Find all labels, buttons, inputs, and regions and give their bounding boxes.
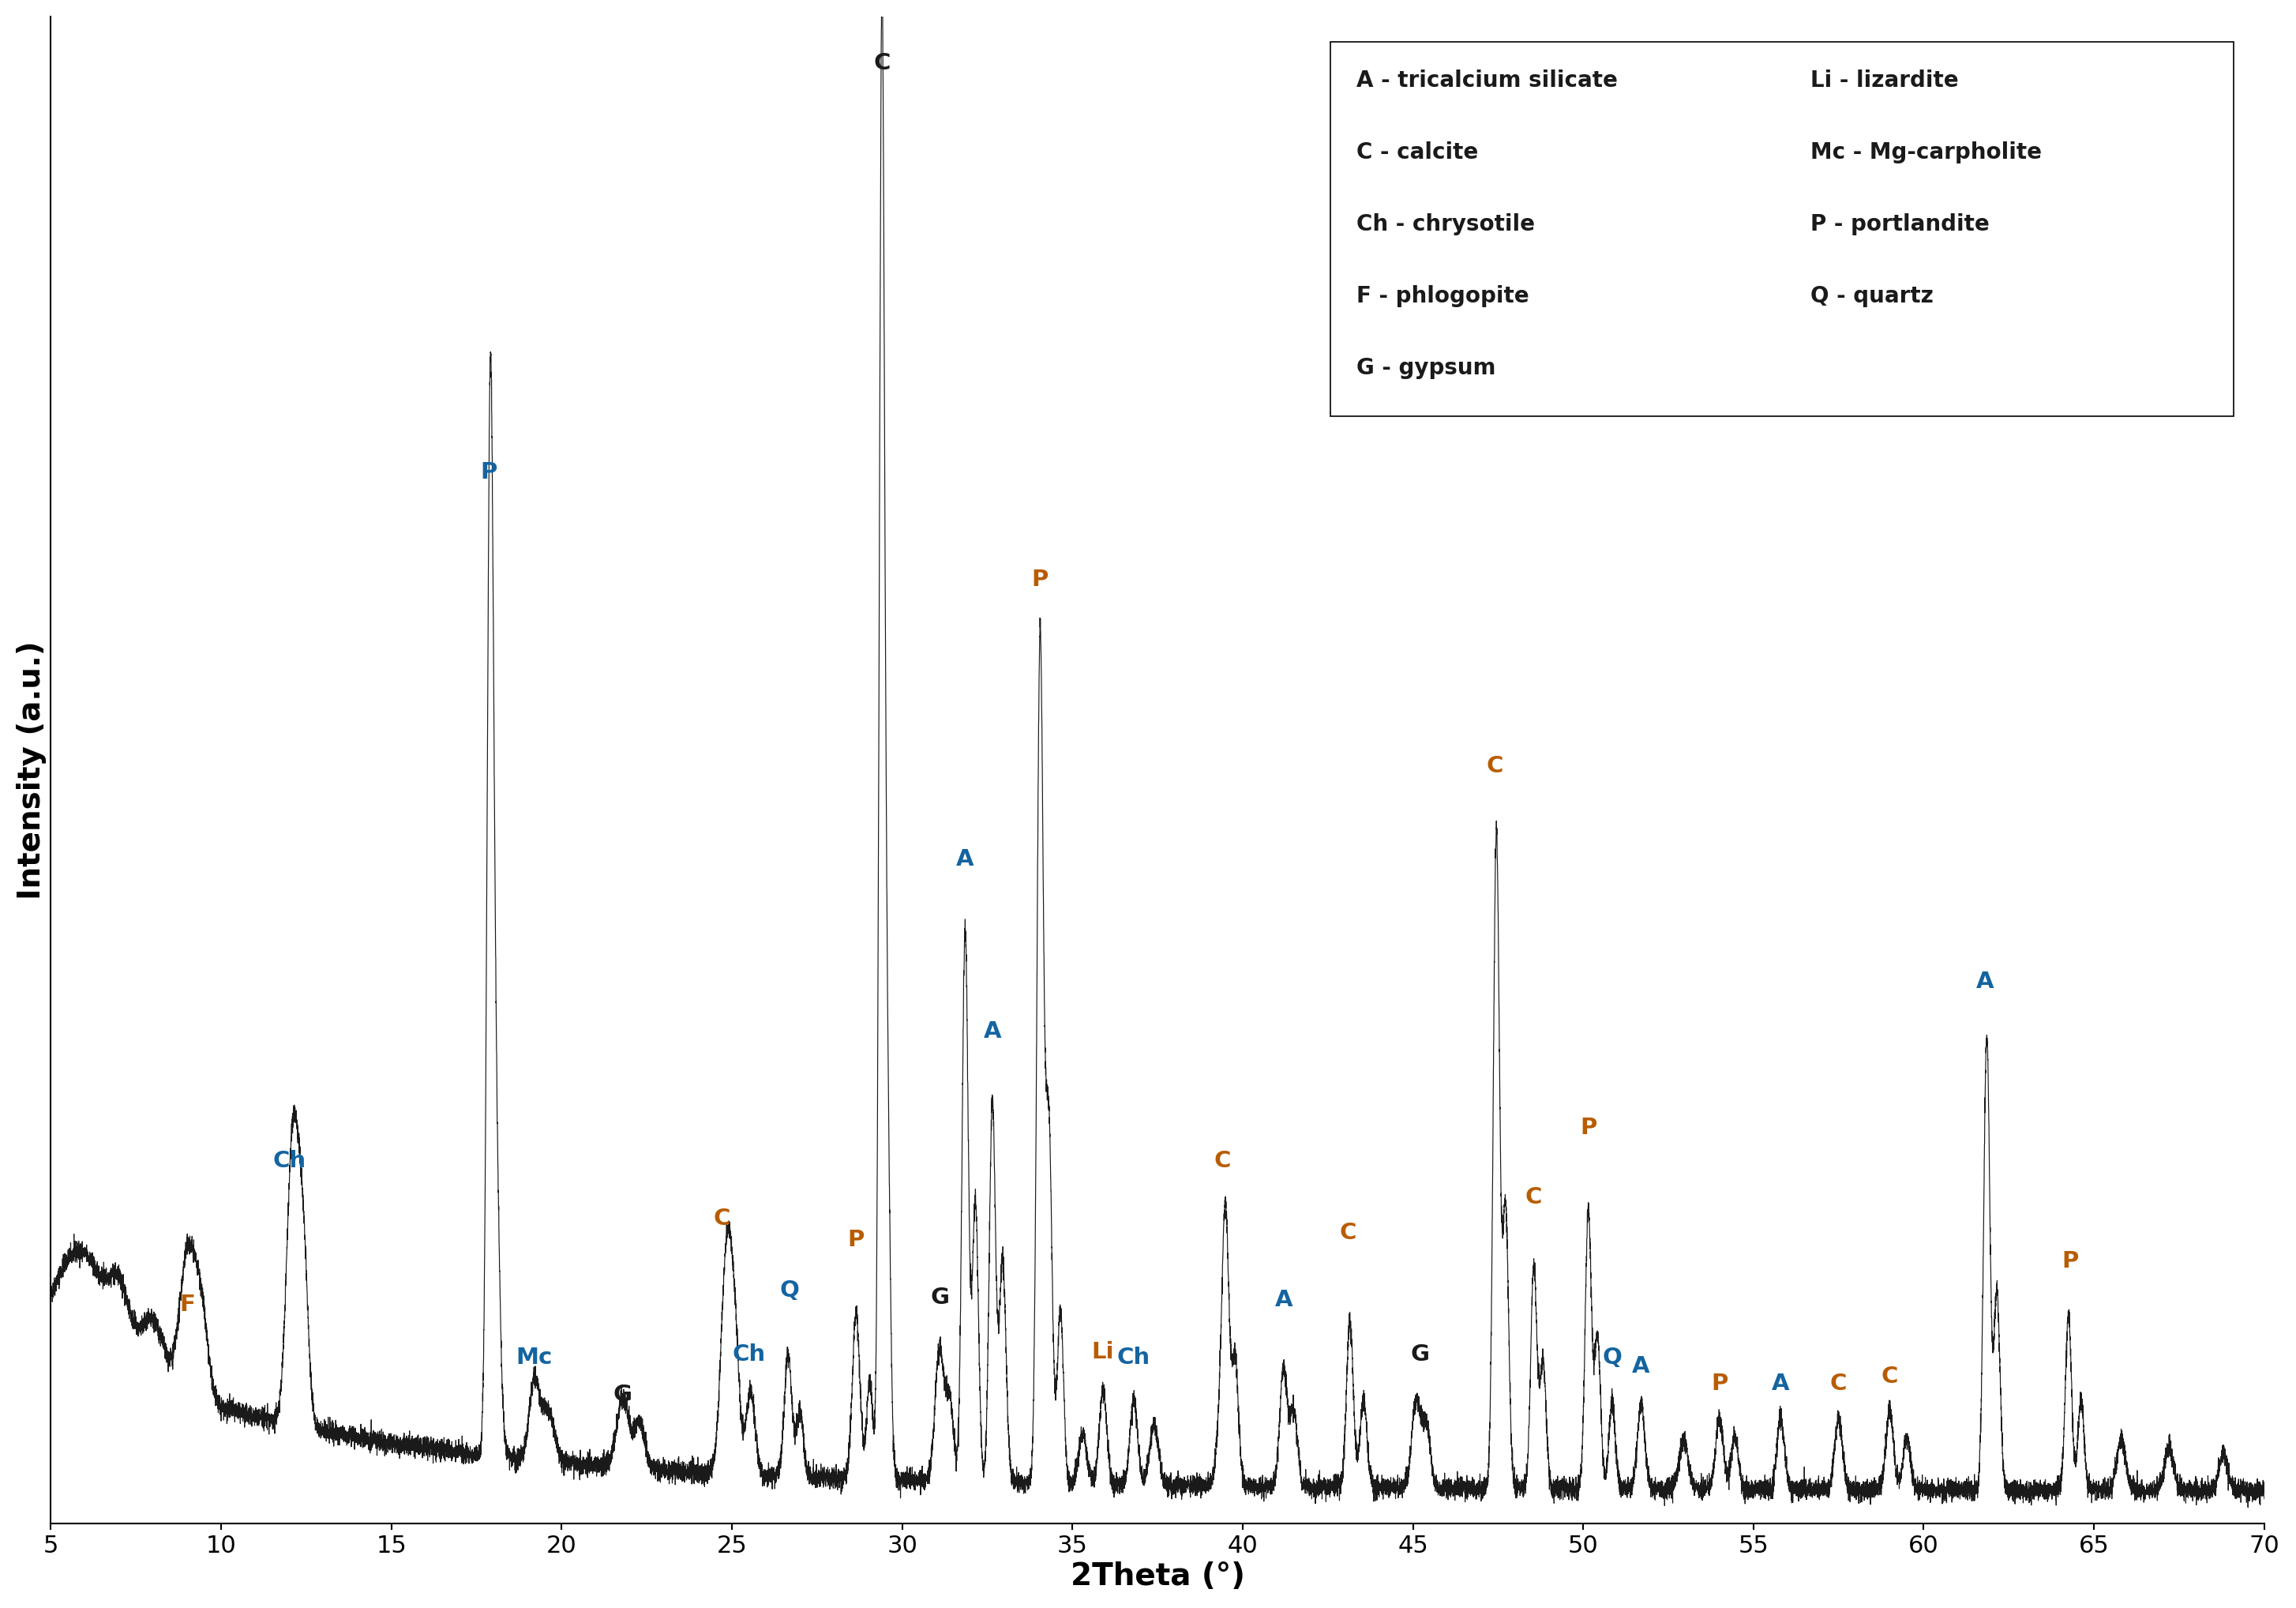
Text: A: A <box>1977 971 1993 992</box>
Text: A: A <box>1274 1290 1293 1312</box>
Text: G: G <box>930 1286 948 1309</box>
Text: P: P <box>1711 1373 1729 1394</box>
Text: G: G <box>613 1384 631 1405</box>
Text: Q: Q <box>1603 1346 1621 1368</box>
Text: A - tricalcium silicate: A - tricalcium silicate <box>1357 69 1619 92</box>
Text: C: C <box>872 51 891 74</box>
Text: Q - quartz: Q - quartz <box>1812 285 1933 307</box>
Text: C: C <box>1341 1222 1357 1245</box>
Text: C: C <box>1215 1150 1231 1172</box>
Text: Li: Li <box>1093 1341 1114 1364</box>
Text: A: A <box>1632 1356 1651 1378</box>
Text: C: C <box>1880 1365 1899 1388</box>
Text: C: C <box>714 1208 730 1230</box>
Text: C - calcite: C - calcite <box>1357 142 1479 164</box>
Text: G - gypsum: G - gypsum <box>1357 357 1497 379</box>
Text: Mc - Mg-carpholite: Mc - Mg-carpholite <box>1812 142 2041 164</box>
Text: G: G <box>1410 1344 1428 1365</box>
Text: P: P <box>1031 569 1049 590</box>
Text: F: F <box>179 1293 195 1315</box>
Text: P: P <box>2062 1251 2078 1272</box>
Text: Ch: Ch <box>732 1344 765 1365</box>
Text: P - portlandite: P - portlandite <box>1812 212 1991 235</box>
Text: C: C <box>1486 756 1504 777</box>
Text: C: C <box>1525 1185 1543 1208</box>
Text: P: P <box>480 461 496 482</box>
Text: Li - lizardite: Li - lizardite <box>1812 69 1958 92</box>
Y-axis label: Intensity (a.u.): Intensity (a.u.) <box>16 640 46 899</box>
Text: Ch: Ch <box>1118 1346 1150 1368</box>
Text: Ch - chrysotile: Ch - chrysotile <box>1357 212 1536 235</box>
Text: Ch: Ch <box>273 1150 305 1172</box>
Text: C: C <box>1830 1373 1846 1394</box>
Text: P: P <box>1580 1118 1596 1138</box>
Text: A: A <box>983 1021 1001 1044</box>
Text: P: P <box>847 1229 866 1251</box>
Text: Mc: Mc <box>517 1346 553 1368</box>
Bar <box>1329 42 2234 416</box>
Text: Q: Q <box>781 1280 799 1301</box>
Text: A: A <box>1773 1373 1789 1394</box>
Text: F - phlogopite: F - phlogopite <box>1357 285 1529 307</box>
X-axis label: 2Theta (°): 2Theta (°) <box>1070 1561 1244 1592</box>
Text: A: A <box>955 849 974 870</box>
